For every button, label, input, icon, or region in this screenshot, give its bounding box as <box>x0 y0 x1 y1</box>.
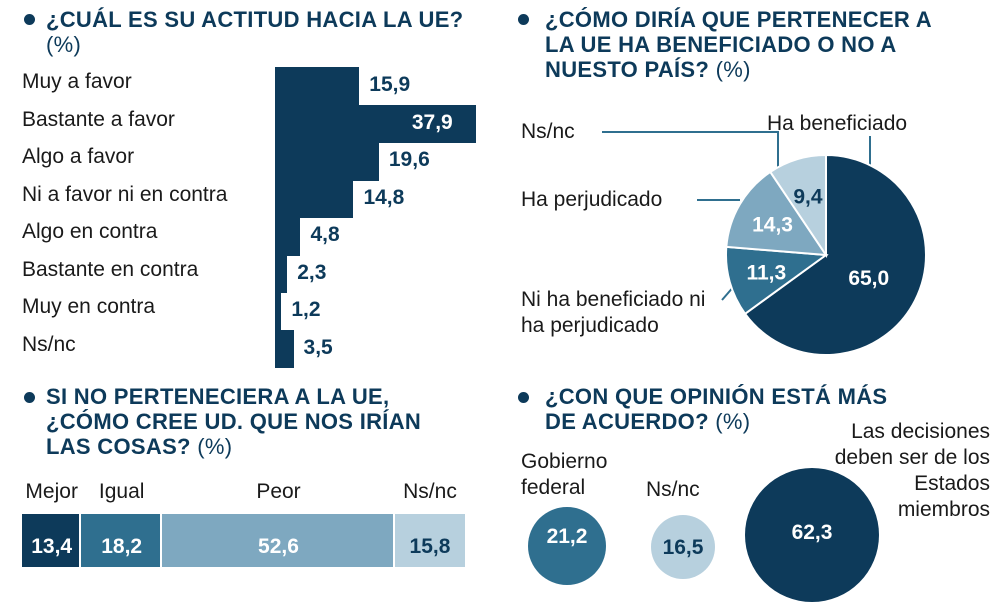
bar-category-label: Algo a favor <box>22 145 135 168</box>
bar-category-label: Muy en contra <box>22 295 156 318</box>
stack-value-label: 52,6 <box>258 535 299 558</box>
bar-category-label: Muy a favor <box>22 70 132 93</box>
bar <box>275 329 294 368</box>
bar <box>275 67 360 106</box>
stack-category-label: Peor <box>256 480 301 503</box>
stack-segment <box>395 514 465 567</box>
bubble-value-nsnc: 16,5 <box>662 536 704 559</box>
bar-category-label: Ni a favor ni en contra <box>22 182 228 206</box>
bar-value-label: 2,3 <box>297 260 327 284</box>
bar-value-label: 3,5 <box>303 335 333 359</box>
stack-segment <box>81 514 160 567</box>
stack-value-label: 18,2 <box>101 535 143 558</box>
bubble-label-gobierno: Gobierno federal <box>521 450 608 499</box>
stack-category-label: Ns/nc <box>403 480 457 503</box>
title-bullet <box>518 392 529 403</box>
pie-value-label: 11,3 <box>746 262 786 285</box>
chart4-title: ¿CON QUE OPINIÓN ESTÁ MÁS DE ACUERDO? (%… <box>545 384 888 434</box>
bubble-value-estados: 62,3 <box>791 521 833 544</box>
pie-slice <box>725 245 829 316</box>
title-bullet <box>518 14 529 25</box>
title-bullet <box>24 392 35 403</box>
bar <box>275 104 476 143</box>
stack-category-label: Igual <box>98 480 145 503</box>
pie-label-beneficiado: Ha beneficiado <box>767 112 908 135</box>
pie-value-label: 65,0 <box>848 267 889 290</box>
bar-value-label: 37,9 <box>411 110 453 134</box>
pie-label-neutral: Ni ha beneficiado ni ha perjudicado <box>521 288 706 337</box>
stack-segment <box>22 514 80 567</box>
bubble-value-gobierno: 21,2 <box>546 525 588 548</box>
bar-category-label: Bastante a favor <box>22 107 175 131</box>
pie-slice <box>743 153 927 356</box>
bar <box>275 142 379 181</box>
chart2-title: ¿CÓMO DIRÍA QUE PERTENECER A LA UE HA BE… <box>545 7 932 82</box>
bar <box>275 217 301 256</box>
pie-label-nsnc: Ns/nc <box>521 120 575 143</box>
pie-slice <box>725 170 828 257</box>
pie-value-label: 9,4 <box>793 186 823 209</box>
stack-category-label: Mejor <box>25 480 78 503</box>
bar-value-label: 14,8 <box>363 185 405 209</box>
bar-category-label: Ns/nc <box>22 332 76 356</box>
title-bullet <box>24 14 35 25</box>
bar-value-label: 15,9 <box>369 73 411 96</box>
bar <box>275 292 282 331</box>
pie-slice <box>768 153 827 259</box>
pie-value-label: 14,3 <box>752 214 793 237</box>
stack-value-label: 13,4 <box>31 535 73 558</box>
pie-label-perjudicado: Ha perjudicado <box>521 188 663 211</box>
bar-value-label: 19,6 <box>388 148 430 171</box>
bar <box>275 179 354 218</box>
leader-line <box>602 131 779 168</box>
chart3-title: SI NO PERTENECIERA A LA UE, ¿CÓMO CREE U… <box>46 384 422 459</box>
stack-value-label: 15,8 <box>409 535 451 558</box>
stack-segment <box>161 514 393 567</box>
bubble-label-estados: Las decisiones deben ser de los Estados … <box>834 420 990 521</box>
bar <box>275 254 288 293</box>
chart1-title: ¿CUÁL ES SU ACTITUD HACIA LA UE? (%) <box>46 7 464 57</box>
benefit-pie-chart: 65,0 11,3 14,39,4 <box>602 131 927 356</box>
bar-category-label: Algo en contra <box>22 220 158 243</box>
bubble-label-nsnc: Ns/nc <box>646 478 700 501</box>
bar-value-label: 4,8 <box>310 223 340 246</box>
bar-category-label: Bastante en contra <box>22 257 199 281</box>
bar-value-label: 1,2 <box>291 298 321 321</box>
